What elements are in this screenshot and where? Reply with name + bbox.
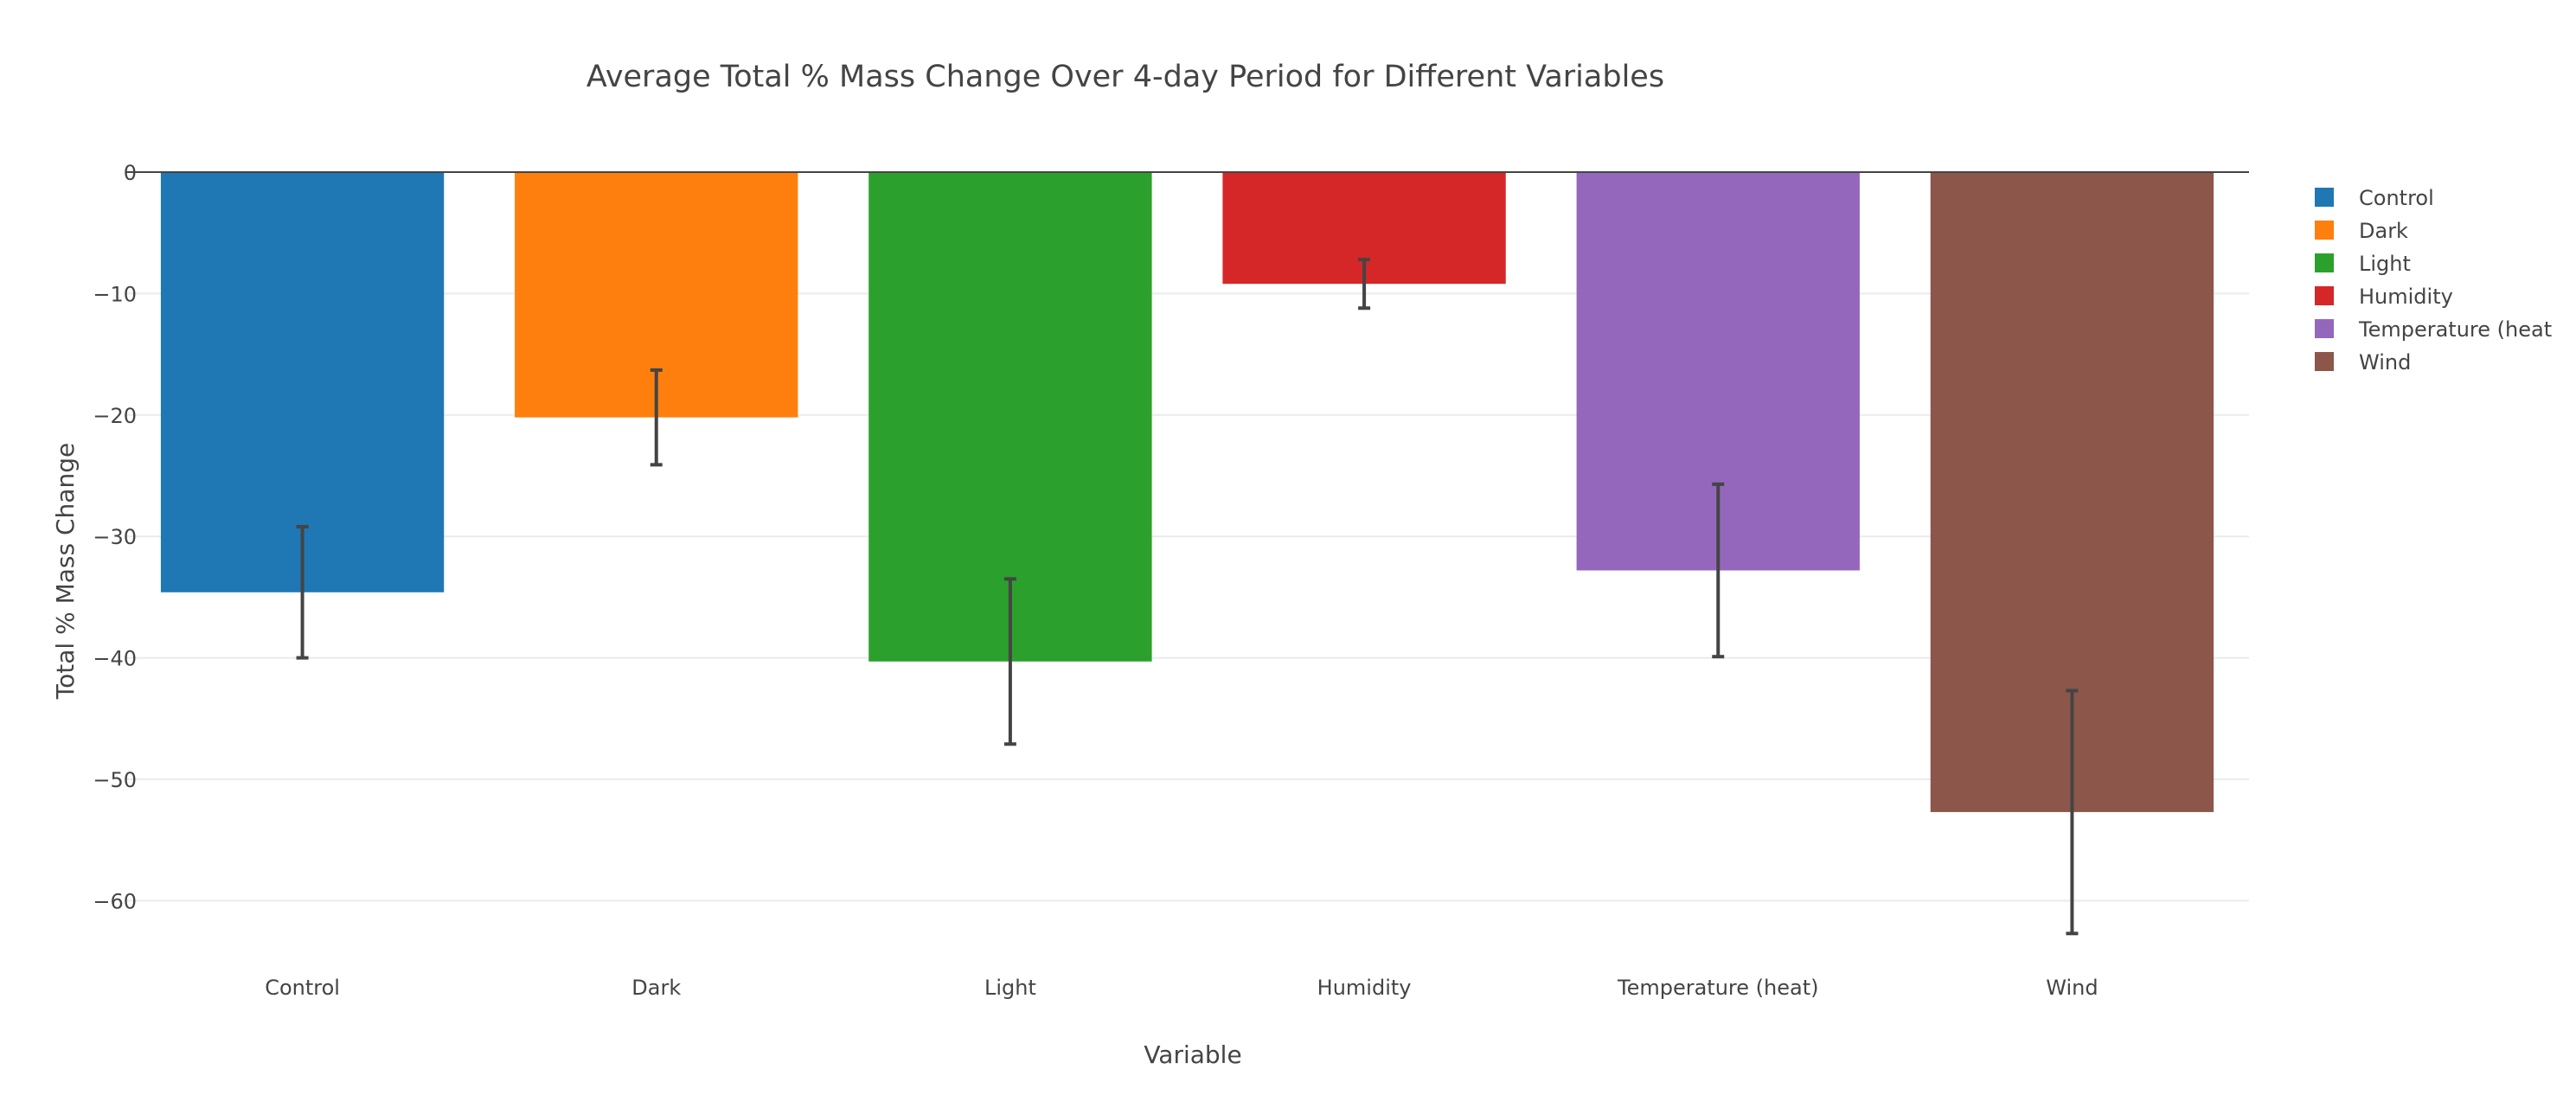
error-bar-3 bbox=[1358, 258, 1371, 311]
legend-item[interactable]: Control bbox=[2315, 186, 2434, 210]
legend-swatch bbox=[2315, 319, 2334, 338]
error-bar-0 bbox=[296, 524, 309, 660]
legend-swatch bbox=[2315, 352, 2334, 371]
x-tick-label: Wind bbox=[2046, 976, 2098, 1000]
legend-label: Temperature (heat bbox=[2358, 317, 2552, 342]
legend-item[interactable]: Temperature (heat bbox=[2315, 317, 2552, 342]
legend-item[interactable]: Light bbox=[2315, 252, 2411, 276]
legend-label: Wind bbox=[2359, 350, 2411, 375]
legend-swatch bbox=[2315, 188, 2334, 207]
legend-swatch bbox=[2315, 221, 2334, 240]
gridlines bbox=[125, 292, 2249, 902]
x-tick-label: Light bbox=[984, 976, 1036, 1000]
legend-label: Humidity bbox=[2359, 285, 2453, 309]
y-tick-label: −60 bbox=[93, 889, 137, 913]
legend-swatch bbox=[2315, 253, 2334, 272]
x-tick-label: Control bbox=[265, 976, 340, 1000]
legend-item[interactable]: Wind bbox=[2315, 350, 2411, 375]
legend-item[interactable]: Dark bbox=[2315, 219, 2408, 243]
x-axis-ticks: Control Dark Light Humidity Temperature (hea… bbox=[265, 976, 2098, 1000]
legend-label: Dark bbox=[2359, 219, 2408, 243]
error-bar-5 bbox=[2066, 688, 2079, 936]
y-axis-label: Total % Mass Change bbox=[51, 443, 80, 700]
bars bbox=[160, 172, 2214, 812]
error-bars bbox=[296, 258, 2079, 936]
bar-0 bbox=[160, 172, 445, 592]
legend-item[interactable]: Humidity bbox=[2315, 285, 2453, 309]
legend-swatch bbox=[2315, 286, 2334, 305]
error-bar-2 bbox=[1003, 577, 1016, 746]
x-tick-label: Dark bbox=[631, 976, 681, 1000]
error-bar-4 bbox=[1712, 482, 1725, 659]
y-axis-ticks: 0−10−20−30−40−50−60 bbox=[93, 161, 137, 913]
y-tick-label: −20 bbox=[93, 404, 137, 428]
x-tick-label: Temperature (heat) bbox=[1617, 976, 1818, 1000]
legend: Control Dark Light Humidity Temperature (hea… bbox=[2315, 186, 2552, 375]
y-tick-label: −10 bbox=[93, 282, 137, 306]
y-tick-label: −30 bbox=[93, 525, 137, 549]
x-tick-label: Humidity bbox=[1317, 976, 1412, 1000]
y-tick-label: −50 bbox=[93, 768, 137, 792]
legend-label: Light bbox=[2359, 252, 2411, 276]
y-tick-label: −40 bbox=[93, 647, 137, 671]
chart-title: Average Total % Mass Change Over 4-day P… bbox=[586, 60, 1664, 94]
error-bar-1 bbox=[650, 368, 663, 467]
x-axis-label: Variable bbox=[1144, 1040, 1241, 1069]
legend-label: Control bbox=[2359, 186, 2434, 210]
